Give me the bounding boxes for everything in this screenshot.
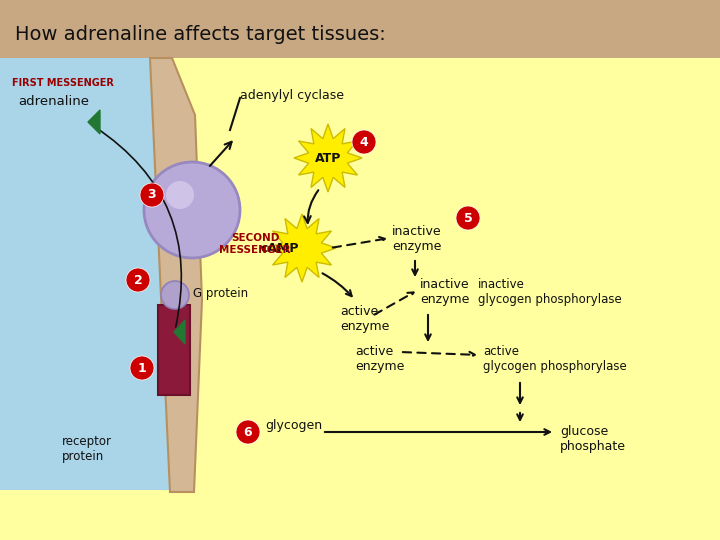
Circle shape bbox=[144, 162, 240, 258]
Polygon shape bbox=[88, 110, 100, 134]
Circle shape bbox=[161, 281, 189, 309]
Circle shape bbox=[140, 183, 164, 207]
FancyArrowPatch shape bbox=[304, 190, 318, 223]
FancyArrowPatch shape bbox=[94, 126, 181, 327]
Text: SECOND: SECOND bbox=[231, 233, 279, 243]
Bar bbox=[0, 0, 720, 58]
Text: adrenaline: adrenaline bbox=[18, 95, 89, 108]
Text: How adrenaline affects target tissues:: How adrenaline affects target tissues: bbox=[15, 25, 386, 44]
Text: active
enzyme: active enzyme bbox=[355, 345, 405, 373]
Text: 4: 4 bbox=[359, 136, 369, 148]
Polygon shape bbox=[0, 58, 182, 490]
Circle shape bbox=[126, 268, 150, 292]
Text: inactive
enzyme: inactive enzyme bbox=[420, 278, 469, 306]
Text: FIRST MESSENGER: FIRST MESSENGER bbox=[12, 78, 114, 88]
Bar bbox=[0, 58, 720, 540]
Circle shape bbox=[236, 420, 260, 444]
Polygon shape bbox=[150, 58, 202, 492]
Text: active
glycogen phosphorylase: active glycogen phosphorylase bbox=[483, 345, 626, 373]
Text: inactive
glycogen phosphorylase: inactive glycogen phosphorylase bbox=[478, 278, 622, 306]
Text: 3: 3 bbox=[148, 188, 156, 201]
Text: 5: 5 bbox=[464, 212, 472, 225]
Circle shape bbox=[456, 206, 480, 230]
Text: adenylyl cyclase: adenylyl cyclase bbox=[240, 89, 344, 102]
Circle shape bbox=[352, 130, 376, 154]
Text: 6: 6 bbox=[243, 426, 252, 438]
Text: glycogen: glycogen bbox=[265, 420, 322, 433]
Text: ATP: ATP bbox=[315, 152, 341, 165]
Text: glucose
phosphate: glucose phosphate bbox=[560, 425, 626, 453]
Text: 2: 2 bbox=[134, 273, 143, 287]
Text: MESSENGER: MESSENGER bbox=[220, 245, 291, 255]
Polygon shape bbox=[174, 320, 185, 344]
Polygon shape bbox=[294, 124, 362, 192]
Text: 1: 1 bbox=[138, 361, 146, 375]
Circle shape bbox=[166, 181, 194, 209]
Circle shape bbox=[130, 356, 154, 380]
FancyArrowPatch shape bbox=[210, 142, 232, 166]
Text: active
enzyme: active enzyme bbox=[340, 305, 390, 333]
Text: receptor
protein: receptor protein bbox=[62, 435, 112, 463]
Polygon shape bbox=[268, 214, 336, 282]
Text: G protein: G protein bbox=[193, 287, 248, 300]
Bar bbox=[158, 305, 190, 395]
Text: inactive
enzyme: inactive enzyme bbox=[392, 225, 441, 253]
Text: cAMP: cAMP bbox=[261, 241, 300, 254]
